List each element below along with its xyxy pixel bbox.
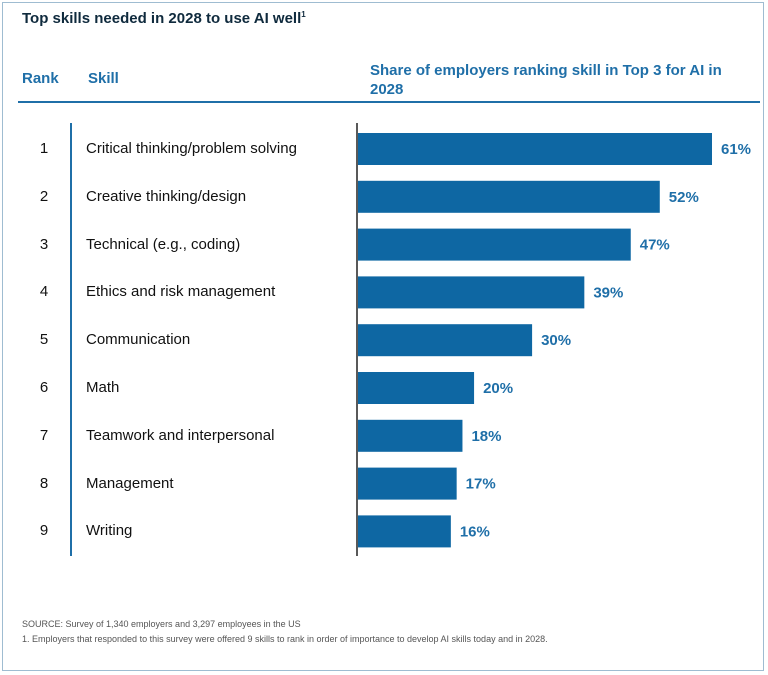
rank-label: 7 [39,426,49,444]
rank-skill-divider [70,123,72,556]
footnote-note: 1. Employers that responded to this surv… [22,634,548,644]
skill-label: Writing [86,522,133,540]
bar [358,133,712,165]
bar-value-label: 18% [471,428,501,445]
bar-value-label: 39% [593,284,623,301]
bar-value-label: 30% [541,332,571,349]
bar [358,324,533,357]
footnote-source: SOURCE: Survey of 1,340 employers and 3,… [22,619,301,629]
column-header-rank: Rank [22,70,59,87]
skill-label: Creative thinking/design [86,187,247,205]
bar [358,467,457,500]
bar [358,276,585,309]
skill-label: Communication [86,331,191,349]
bar-value-label: 61% [721,141,751,158]
rank-label: 9 [39,522,49,540]
bar-value-label: 52% [669,189,699,206]
bar-value-label: 16% [460,523,490,540]
rank-label: 1 [39,140,49,157]
skill-label: Teamwork and interpersonal [86,426,275,444]
skill-label: Critical thinking/problem solving [86,140,297,157]
bar [358,228,631,261]
chart-title-text: Top skills needed in 2028 to use AI well [22,10,302,27]
skill-label: Ethics and risk management [86,283,276,301]
bar-value-label: 17% [466,476,496,493]
column-header-skill: Skill [88,70,119,87]
column-header-share: Share of employers ranking skill in Top … [370,62,722,98]
header-divider [18,101,760,103]
skill-label: Technical (e.g., coding) [86,235,241,253]
rank-label: 4 [39,283,49,301]
rank-label: 8 [39,474,49,492]
rank-label: 2 [39,187,49,205]
chart-title: Top skills needed in 2028 to use AI well… [22,10,306,27]
rank-label: 5 [39,331,49,349]
bar [358,515,451,548]
bar [358,372,475,404]
skill-label: Management [86,474,174,492]
bar-value-label: 20% [483,380,513,397]
rank-label: 6 [39,379,49,396]
bar-value-label: 47% [640,237,670,254]
bar [358,419,463,452]
rank-label: 3 [39,235,49,253]
bar [358,180,660,213]
title-footnote-marker: 1 [301,10,306,19]
skill-label: Math [86,379,120,396]
